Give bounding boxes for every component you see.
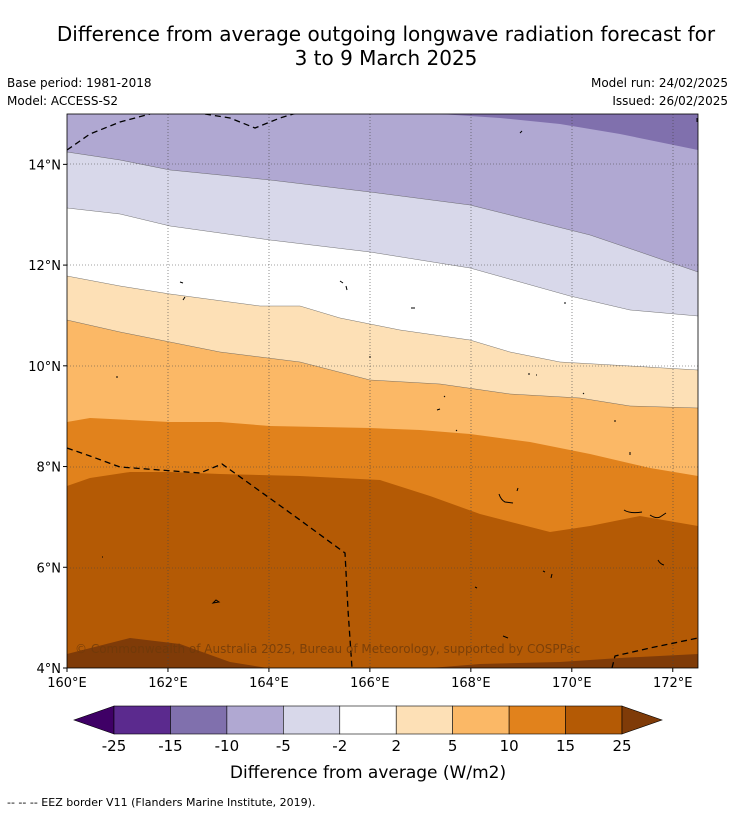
colorbar-tick-label: -25 — [102, 737, 127, 755]
map-figure: © Commonwealth of Australia 2025, Bureau… — [28, 113, 699, 783]
longitude-axis: 160°E 162°E 164°E 166°E 168°E 170°E 172°E — [47, 668, 693, 691]
lon-tick-label: 162°E — [148, 676, 188, 691]
colorbar-swatch — [565, 705, 623, 735]
lat-tick-label: 8°N — [37, 461, 62, 476]
lon-tick-label: 168°E — [451, 676, 491, 691]
colorbar: -25 -15 -10 -5 -2 2 5 10 15 25 — [73, 705, 663, 755]
meta-left: Base period: 1981-2018 Model: ACCESS-S2 — [7, 74, 152, 110]
lat-tick-label: 10°N — [28, 360, 61, 375]
colorbar-tick-label: 5 — [448, 737, 458, 755]
lon-tick-label: 172°E — [653, 676, 693, 691]
colorbar-swatch — [339, 705, 397, 735]
band-plus-25 — [67, 638, 698, 668]
colorbar-extend-high — [621, 705, 663, 735]
colorbar-tick-label: -15 — [158, 737, 183, 755]
colorbar-swatch — [113, 705, 171, 735]
lat-tick-label: 6°N — [37, 561, 62, 576]
colorbar-tick-label: -10 — [215, 737, 240, 755]
colorbar-tick-label: -5 — [276, 737, 291, 755]
map-plot-area: © Commonwealth of Australia 2025, Bureau… — [67, 114, 698, 668]
model-run: Model run: 24/02/2025 — [590, 76, 728, 90]
colorbar-swatch — [226, 705, 284, 735]
colorbar-swatch — [452, 705, 510, 735]
colorbar-tick-label: 2 — [391, 737, 401, 755]
colorbar-swatch — [395, 705, 453, 735]
lat-tick-label: 4°N — [37, 662, 62, 677]
graticule — [67, 114, 698, 668]
title-line-1: Difference from average outgoing longwav… — [56, 22, 716, 46]
title-line-2: 3 to 9 March 2025 — [294, 46, 478, 70]
lat-tick-label: 12°N — [28, 259, 61, 274]
colorbar-tick-label: 10 — [500, 737, 519, 755]
eez-border — [67, 114, 698, 668]
lat-tick-label: 14°N — [28, 158, 61, 173]
colorbar-swatch — [508, 705, 566, 735]
latitude-axis: 14°N 12°N 10°N 8°N 6°N 4°N — [28, 158, 67, 677]
meta-right: Model run: 24/02/2025 Issued: 26/02/2025 — [591, 74, 728, 110]
base-period: Base period: 1981-2018 — [7, 76, 152, 90]
colorbar-tick-label: -2 — [332, 737, 347, 755]
chart-title: Difference from average outgoing longwav… — [0, 22, 736, 70]
lon-tick-label: 170°E — [552, 676, 592, 691]
colorbar-swatch — [283, 705, 341, 735]
colorbar-swatch — [170, 705, 228, 735]
colorbar-tick-label: 25 — [612, 737, 631, 755]
issued-date: Issued: 26/02/2025 — [612, 94, 728, 108]
band-plus-15 — [67, 472, 698, 668]
lon-tick-label: 166°E — [350, 676, 390, 691]
colorbar-extend-low — [73, 705, 115, 735]
copyright-notice: © Commonwealth of Australia 2025, Bureau… — [75, 642, 580, 656]
model-name: Model: ACCESS-S2 — [7, 94, 119, 108]
eez-footnote: -- -- -- EEZ border V11 (Flanders Marine… — [7, 796, 316, 809]
islands — [102, 118, 698, 639]
colorbar-tick-label: 15 — [556, 737, 575, 755]
colorbar-label: Difference from average (W/m2) — [230, 763, 506, 783]
lon-tick-label: 164°E — [249, 676, 289, 691]
map-frame — [66, 113, 699, 669]
lon-tick-label: 160°E — [47, 676, 87, 691]
